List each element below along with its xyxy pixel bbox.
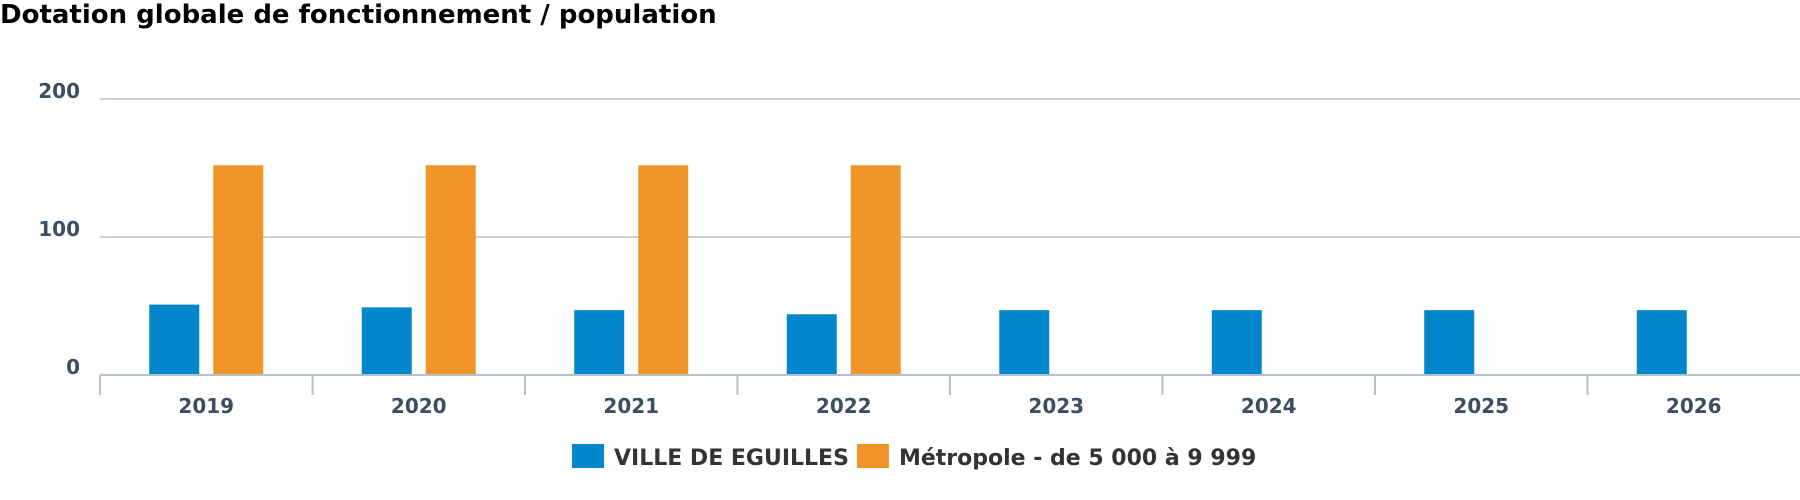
bar-ville-2025	[1424, 310, 1475, 375]
y-tick-label: 0	[66, 355, 80, 379]
x-tick-label: 2026	[1666, 394, 1722, 418]
bar-ville-2020	[361, 307, 412, 375]
x-tick-label: 2020	[391, 394, 447, 418]
legend-swatch-metropole	[856, 444, 889, 468]
legend-label-ville: VILLE DE EGUILLES	[614, 446, 849, 471]
x-tick-label: 2023	[1028, 394, 1084, 418]
x-tick-label: 2024	[1241, 394, 1297, 418]
y-tick-label: 100	[38, 217, 80, 241]
bar-metropole-2021	[638, 165, 689, 375]
legend: VILLE DE EGUILLES Métropole - de 5 000 à …	[572, 444, 1256, 471]
y-tick-label: 200	[38, 79, 80, 103]
bar-metropole-2019	[213, 165, 264, 375]
bar-ville-2019	[149, 304, 200, 375]
x-tick-label: 2019	[178, 394, 234, 418]
bar-ville-2024	[1211, 310, 1262, 375]
x-axis: 2019 2020 2021 2022 2023 2024 2025 2026	[99, 374, 1800, 418]
y-axis-ticks: 0 100 200	[38, 79, 80, 379]
x-tick-label: 2025	[1453, 394, 1509, 418]
legend-swatch-ville	[572, 444, 604, 468]
chart-title: Dotation globale de fonctionnement / pop…	[0, 0, 717, 30]
bars	[149, 165, 1687, 375]
bar-metropole-2022	[850, 165, 901, 375]
bar-ville-2021	[574, 310, 625, 375]
gridlines	[100, 98, 1800, 238]
bar-ville-2023	[999, 310, 1050, 375]
bar-ville-2026	[1636, 310, 1687, 375]
x-tick-label: 2021	[603, 394, 659, 418]
bar-ville-2022	[786, 314, 837, 375]
x-tick-label: 2022	[816, 394, 872, 418]
bar-metropole-2020	[425, 165, 476, 375]
legend-label-metropole: Métropole - de 5 000 à 9 999	[899, 446, 1256, 471]
